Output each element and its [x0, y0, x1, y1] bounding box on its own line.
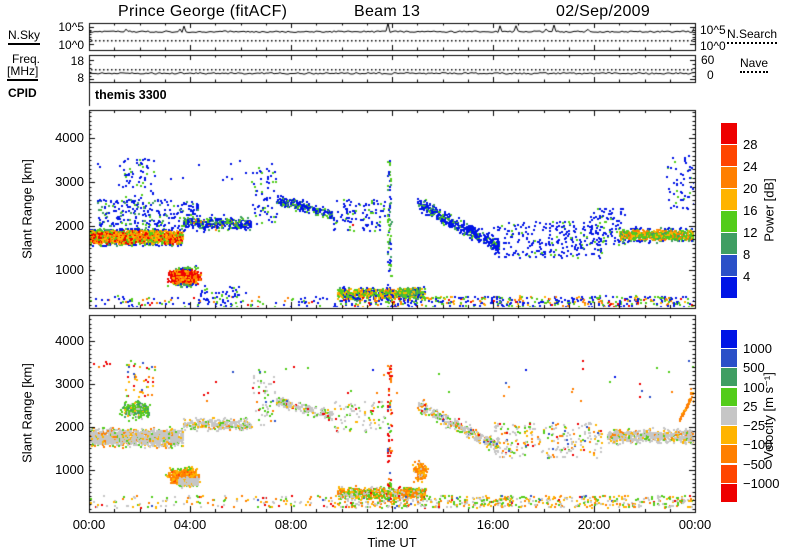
- power-y-tick-label: 1000: [55, 262, 84, 277]
- power-colorbar-segment: [721, 233, 737, 254]
- power-colorbar-segment: [721, 123, 737, 144]
- velocity-colorbar-tick: 1000: [743, 341, 772, 356]
- power-colorbar: [721, 123, 737, 299]
- x-tick-label: 00:00: [72, 517, 106, 532]
- velocity-colorbar-segment: [721, 349, 737, 367]
- nsearch-axis-label: N.Search: [727, 27, 778, 44]
- power-colorbar-tick: 8: [743, 247, 751, 262]
- velocity-colorbar-tick: −100: [743, 437, 773, 452]
- date-label: 02/Sep/2009: [556, 3, 651, 20]
- velocity-colorbar-segment: [721, 426, 737, 444]
- velocity-y-tick-label: 1000: [55, 462, 84, 477]
- power-colorbar-tick: 28: [743, 137, 758, 152]
- noise-left-tick-top: 10^5: [58, 20, 84, 34]
- nave-tick-top: 60: [701, 53, 715, 67]
- freq-left-tick-bottom: 8: [77, 71, 84, 85]
- velocity-colorbar-segment: [721, 407, 737, 425]
- velocity-y-tick-label: 4000: [55, 333, 84, 348]
- x-tick-label: 20:00: [577, 517, 611, 532]
- nave-label: Nave: [740, 56, 769, 73]
- power-colorbar-segment: [721, 189, 737, 210]
- noise-left-tick-bottom: 10^0: [58, 38, 84, 52]
- power-colorbar-tick: 20: [743, 181, 758, 196]
- velocity-colorbar-segment: [721, 388, 737, 406]
- power-y-tick-label: 4000: [55, 130, 84, 145]
- x-tick-label: 16:00: [476, 517, 510, 532]
- power-colorbar-segment: [721, 145, 737, 166]
- x-tick-label: 12:00: [375, 517, 409, 532]
- velocity-colorbar-segment: [721, 330, 737, 348]
- velocity-colorbar-segment: [721, 368, 737, 386]
- velocity-colorbar-segment: [721, 445, 737, 463]
- velocity-colorbar: [721, 330, 737, 503]
- cpid-label: CPID: [8, 86, 37, 100]
- nave-axis-label: Nave: [740, 56, 769, 73]
- freq-label-line1: Freq.: [12, 52, 41, 66]
- mhz-label: [MHz]: [7, 64, 39, 81]
- noise-right-tick-top: 10^5: [700, 23, 726, 37]
- freq-left-tick-top: 18: [70, 54, 84, 68]
- cpid-value: themis 3300: [95, 88, 167, 102]
- nave-tick-bottom: 0: [707, 68, 714, 82]
- x-tick-label: 08:00: [274, 517, 308, 532]
- noise-right-tick-bottom: 10^0: [700, 39, 726, 53]
- beam-label: Beam 13: [354, 3, 421, 20]
- power-colorbar-segment: [721, 255, 737, 276]
- velocity-colorbar-tick: 500: [743, 360, 765, 375]
- nsky-label: N.Sky: [8, 28, 41, 45]
- power-y-tick-label: 2000: [55, 218, 84, 233]
- nsearch-label: N.Search: [727, 27, 778, 44]
- power-y-tick-label: 3000: [55, 174, 84, 189]
- velocity-colorbar-tick: −1000: [743, 476, 780, 491]
- power-colorbar-segment: [721, 277, 737, 298]
- power-panel-ylabel: Slant Range [km]: [19, 159, 35, 259]
- power-colorbar-tick: 12: [743, 225, 758, 240]
- velocity-panel-ylabel: Slant Range [km]: [19, 363, 35, 463]
- x-tick-label: 00:00: [678, 517, 712, 532]
- velocity-colorbar-segment: [721, 465, 737, 483]
- noise-axis-label: N.Sky: [8, 28, 41, 45]
- x-tick-label: 04:00: [173, 517, 207, 532]
- power-colorbar-segment: [721, 167, 737, 188]
- power-colorbar-tick: 16: [743, 203, 758, 218]
- velocity-colorbar-tick: −500: [743, 457, 773, 472]
- velocity-y-tick-label: 2000: [55, 419, 84, 434]
- velocity-y-tick-label: 3000: [55, 376, 84, 391]
- power-colorbar-tick: 24: [743, 159, 758, 174]
- power-colorbar-tick: 4: [743, 269, 751, 284]
- power-colorbar-segment: [721, 211, 737, 232]
- velocity-colorbar-tick: −25: [743, 418, 766, 433]
- velocity-colorbar-segment: [721, 484, 737, 502]
- velocity-colorbar-tick: 100: [743, 380, 765, 395]
- xaxis-title: Time UT: [367, 535, 417, 550]
- freq-label-line2: [MHz]: [7, 64, 39, 81]
- velocity-colorbar-tick: 25: [743, 399, 758, 414]
- page-title: Prince George (fitACF): [118, 3, 288, 20]
- power-colorbar-title: Power [dB]: [761, 178, 777, 242]
